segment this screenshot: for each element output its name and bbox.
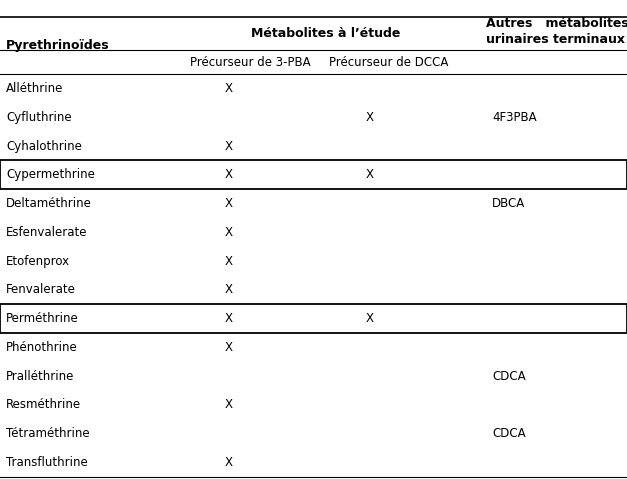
Text: Cypermethrine: Cypermethrine	[6, 168, 95, 182]
Text: X: X	[225, 341, 233, 354]
Text: Précurseur de DCCA: Précurseur de DCCA	[329, 56, 448, 69]
Text: X: X	[366, 168, 374, 182]
Text: X: X	[225, 82, 233, 95]
Text: X: X	[225, 139, 233, 153]
Text: Perméthrine: Perméthrine	[6, 312, 79, 325]
Text: X: X	[225, 197, 233, 210]
Text: Phénothrine: Phénothrine	[6, 341, 78, 354]
Text: Transfluthrine: Transfluthrine	[6, 456, 88, 469]
Text: Autres   métabolites
urinaires terminaux: Autres métabolites urinaires terminaux	[486, 17, 627, 46]
Text: CDCA: CDCA	[492, 369, 526, 383]
Text: X: X	[366, 312, 374, 325]
Text: Cyhalothrine: Cyhalothrine	[6, 139, 82, 153]
Text: Alléthrine: Alléthrine	[6, 82, 64, 95]
Text: X: X	[225, 312, 233, 325]
Text: Pralléthrine: Pralléthrine	[6, 369, 75, 383]
Text: X: X	[225, 283, 233, 297]
Text: CDCA: CDCA	[492, 427, 526, 440]
Text: 4F3PBA: 4F3PBA	[492, 111, 537, 124]
Text: Esfenvalerate: Esfenvalerate	[6, 226, 88, 239]
Text: X: X	[225, 398, 233, 411]
Text: DBCA: DBCA	[492, 197, 525, 210]
Text: Pyrethrinoïdes: Pyrethrinoïdes	[6, 39, 110, 52]
Text: X: X	[225, 226, 233, 239]
Text: X: X	[366, 111, 374, 124]
Text: Tétraméthrine: Tétraméthrine	[6, 427, 90, 440]
Text: Etofenprox: Etofenprox	[6, 254, 70, 268]
Text: Métabolites à l’étude: Métabolites à l’étude	[251, 27, 401, 40]
Text: Fenvalerate: Fenvalerate	[6, 283, 76, 297]
Text: Resméthrine: Resméthrine	[6, 398, 82, 411]
Text: Cyfluthrine: Cyfluthrine	[6, 111, 72, 124]
Text: Précurseur de 3-PBA: Précurseur de 3-PBA	[191, 56, 311, 69]
Text: X: X	[225, 456, 233, 469]
Text: X: X	[225, 254, 233, 268]
Text: X: X	[225, 168, 233, 182]
Text: Deltaméthrine: Deltaméthrine	[6, 197, 92, 210]
